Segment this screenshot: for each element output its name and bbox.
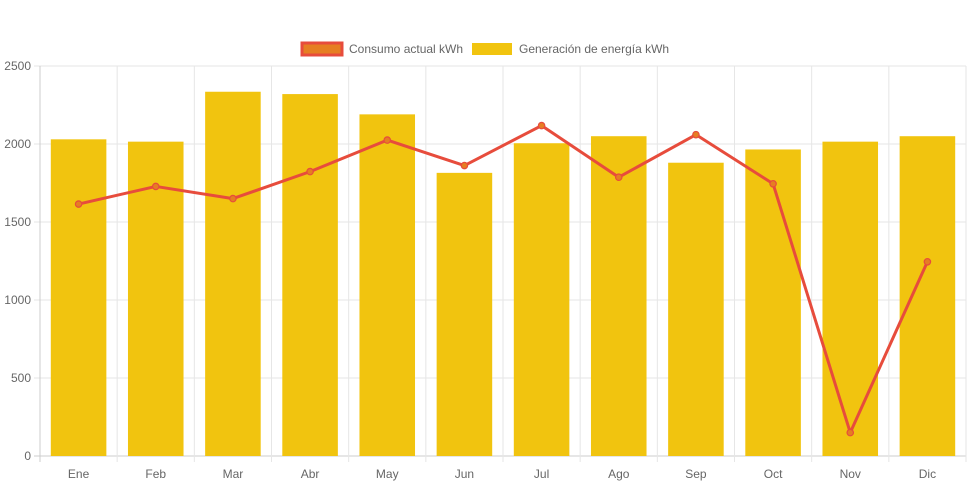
x-tick-label: Jun	[455, 467, 474, 481]
bar-jun[interactable]	[436, 172, 493, 457]
legend-item-consumption[interactable]: Consumo actual kWh	[300, 41, 463, 57]
y-tick-label: 2500	[4, 59, 31, 73]
x-tick-label: Mar	[223, 467, 244, 481]
y-axis-ticks: 0 500 1000 1500 2000 2500	[4, 59, 31, 463]
point-oct[interactable]	[769, 179, 777, 188]
bar-nov[interactable]	[822, 141, 879, 456]
legend-label-consumption: Consumo actual kWh	[349, 42, 463, 56]
legend-swatch-generation	[472, 43, 512, 55]
point-jul[interactable]	[537, 121, 546, 130]
bar-dic[interactable]	[899, 136, 956, 456]
point-ene[interactable]	[74, 200, 83, 208]
legend[interactable]: Consumo actual kWh Generación de energía…	[300, 41, 669, 57]
x-tick-label: Ago	[608, 467, 630, 481]
bar-ene[interactable]	[50, 139, 107, 456]
point-dic[interactable]	[923, 257, 932, 266]
y-tick-label: 1000	[4, 293, 31, 307]
x-tick-label: Ene	[68, 467, 90, 481]
y-tick-label: 2000	[4, 137, 31, 151]
y-tick-label: 0	[24, 449, 31, 463]
bar-mar[interactable]	[205, 91, 261, 457]
bar-ago[interactable]	[590, 136, 647, 456]
point-nov[interactable]	[846, 428, 855, 437]
x-tick-label: Feb	[145, 467, 166, 481]
x-tick-label: Oct	[764, 467, 783, 481]
bar-sep[interactable]	[668, 162, 724, 456]
point-sep[interactable]	[692, 130, 700, 139]
consumption-line	[74, 121, 932, 437]
x-tick-label: Sep	[685, 467, 707, 481]
bar-jul[interactable]	[513, 143, 570, 456]
point-jun[interactable]	[460, 161, 469, 170]
x-tick-label: May	[376, 467, 399, 481]
x-tick-label: Dic	[919, 467, 936, 481]
point-may[interactable]	[383, 136, 392, 144]
point-ago[interactable]	[614, 173, 623, 182]
legend-label-generation: Generación de energía kWh	[519, 42, 669, 56]
legend-item-generation[interactable]: Generación de energía kWh	[472, 42, 669, 56]
point-feb[interactable]	[151, 182, 160, 191]
bar-oct[interactable]	[745, 149, 801, 456]
legend-swatch-consumption	[300, 41, 344, 57]
bar-may[interactable]	[359, 114, 416, 457]
generation-bars	[50, 91, 956, 457]
consumption-line-path	[78, 124, 929, 435]
x-tick-label: Nov	[840, 467, 861, 481]
point-abr[interactable]	[306, 167, 314, 176]
y-tick-label: 1500	[4, 215, 31, 229]
x-tick-label: Abr	[301, 467, 320, 481]
point-mar[interactable]	[229, 194, 237, 203]
x-tick-label: Jul	[534, 467, 549, 481]
bar-feb[interactable]	[127, 141, 184, 456]
x-axis-ticks: Ene Feb Mar Abr May Jun Jul Ago Sep Oct Nov Dic	[68, 467, 936, 481]
y-tick-label: 500	[11, 371, 31, 385]
grid-lines	[34, 65, 967, 462]
bar-abr[interactable]	[282, 94, 338, 456]
